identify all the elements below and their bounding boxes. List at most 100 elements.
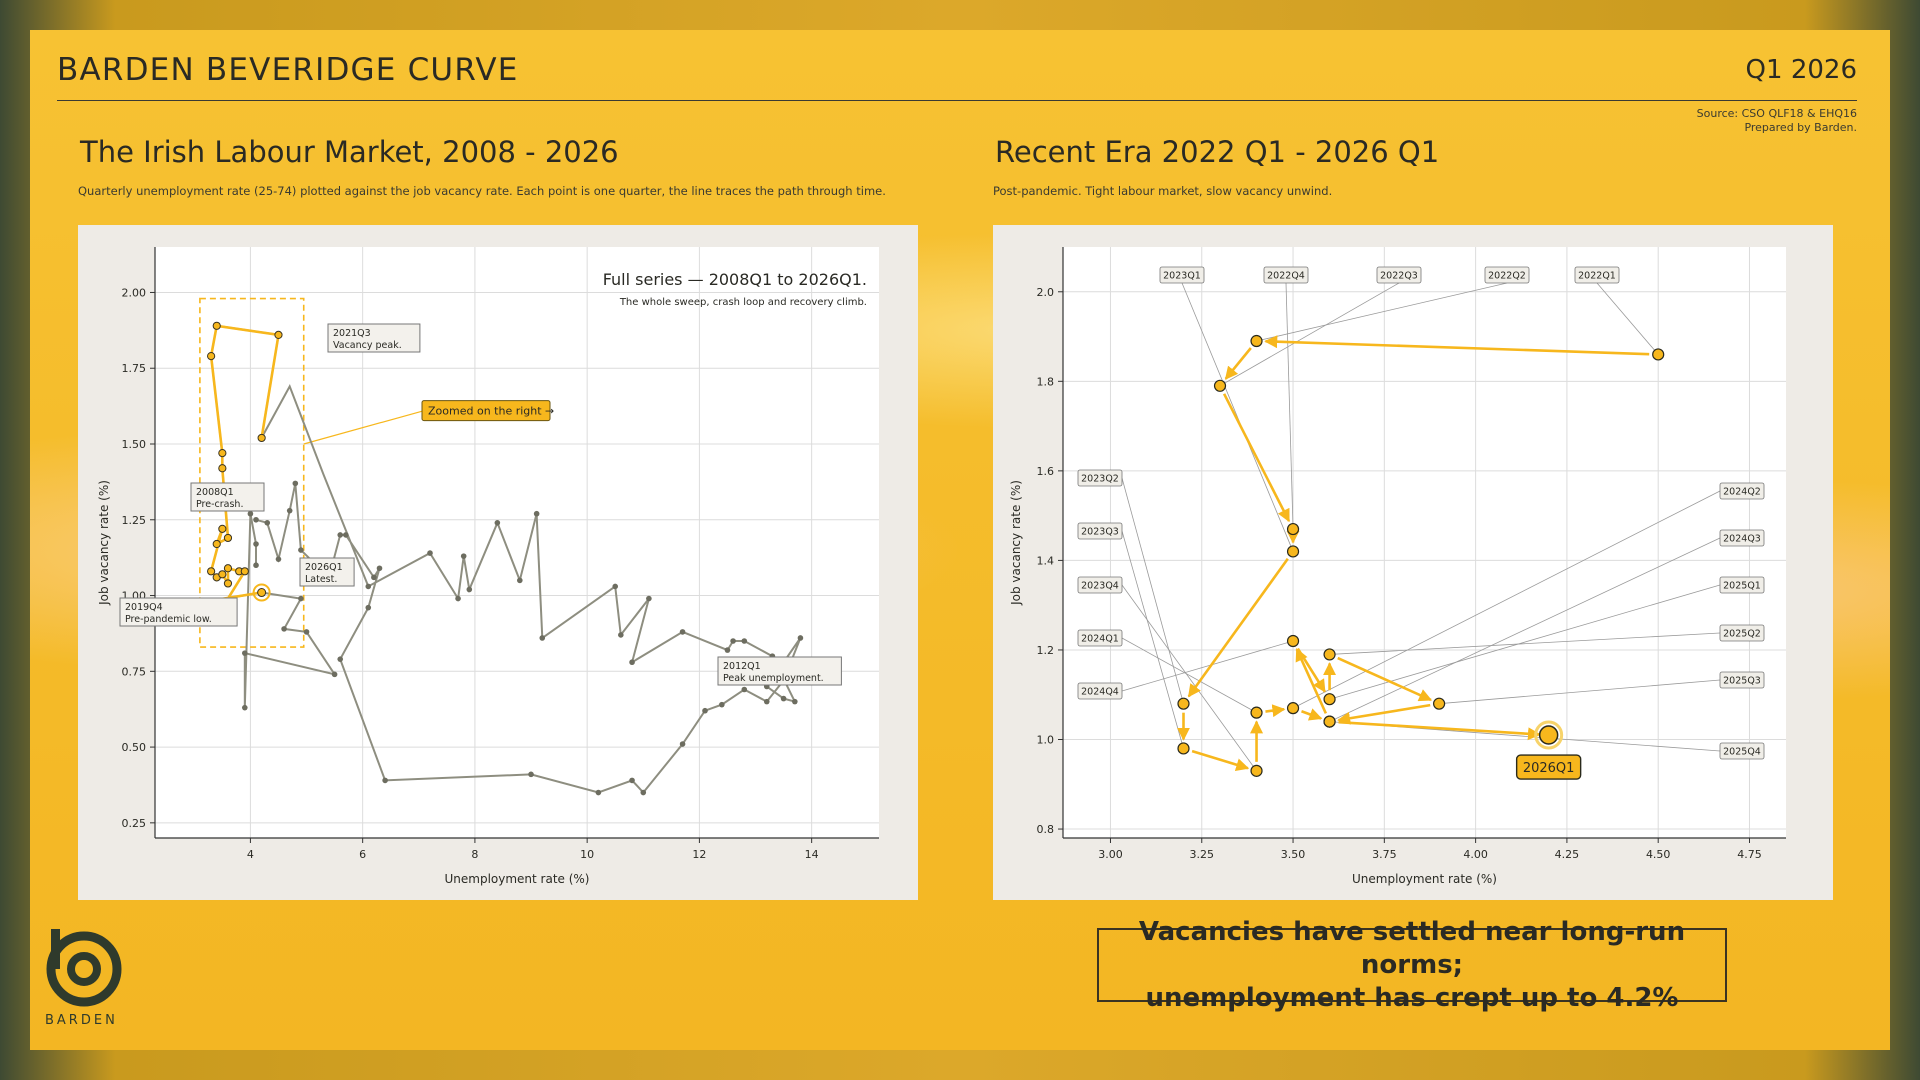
recent-data-point (207, 567, 216, 576)
quarter-label-box (1719, 742, 1765, 760)
x-tick-label: 4.50 (1646, 848, 1671, 861)
leader-line (1329, 584, 1721, 700)
quarter-label-text: 2025Q3 (1723, 676, 1761, 687)
leader-line (1121, 584, 1257, 772)
data-point (741, 686, 748, 693)
data-point (679, 741, 686, 747)
quarter-label: 2024Q4 (1077, 682, 1123, 700)
source-note: Source: CSO QLF18 & EHQ16 Prepared by Ba… (1697, 107, 1857, 135)
quarter-point (1652, 348, 1665, 361)
path-arrow (1338, 720, 1541, 741)
quarter-label-box (1263, 266, 1309, 284)
y-tick-label: 2.00 (122, 286, 147, 299)
annotation-box (299, 557, 355, 587)
data-point (337, 532, 344, 538)
zoom-region-box (199, 297, 305, 648)
quarter-label-box (1719, 529, 1765, 547)
recent-era-chart: 3.00 3.25 3.50 3.75 4.00 4.25 4.50 4.75 0.8 1.0 1.… (1009, 247, 1786, 886)
path-arrow (1264, 335, 1650, 356)
quarter-label-box (1719, 576, 1765, 594)
quarter-label-text: 2023Q2 (1081, 474, 1119, 485)
data-point (298, 595, 304, 602)
prepared-by-line: Prepared by Barden. (1744, 121, 1857, 134)
data-point (629, 659, 635, 666)
quarter-point (1286, 545, 1300, 558)
leader-line (1329, 537, 1721, 722)
data-point (331, 671, 338, 678)
path-arrow (1337, 703, 1431, 725)
data-point (460, 553, 467, 559)
data-point (702, 707, 708, 714)
path-arrow (1191, 749, 1250, 771)
data-point (612, 583, 619, 590)
data-point (253, 541, 259, 547)
x-axis-label: Unemployment rate (%) (1352, 872, 1497, 886)
latest-point (257, 588, 267, 598)
quarter-point (1250, 706, 1263, 719)
data-point (763, 698, 770, 705)
data-point (640, 789, 647, 796)
quarter-label-box (1719, 624, 1765, 642)
x-axis-label: Unemployment rate (%) (444, 872, 589, 886)
quarter-label-box (1376, 266, 1422, 284)
quarter-label-box (1077, 469, 1123, 487)
data-point (679, 629, 686, 635)
latest-halo (1534, 720, 1564, 750)
leader-line (1181, 282, 1294, 552)
quarter-label: 2025Q3 (1719, 671, 1765, 689)
quarter-label: 2022Q4 (1263, 266, 1309, 284)
data-point (517, 577, 523, 584)
leader-line (1121, 530, 1184, 749)
annotation-text: Pre-pandemic low. (125, 614, 212, 625)
annotation-text: 2026Q1 (305, 562, 343, 573)
quarter-point (1213, 379, 1227, 392)
quarter-label-box (1077, 522, 1123, 540)
data-point (376, 565, 383, 572)
quarter-label: 2025Q1 (1719, 576, 1765, 594)
x-tick-label: 6 (359, 848, 366, 861)
leader-line (1292, 490, 1721, 709)
data-point (275, 556, 282, 562)
data-point (797, 635, 804, 641)
quarter-point (1286, 702, 1300, 715)
quarter-point (1250, 764, 1263, 777)
recent-data-point (218, 524, 227, 533)
y-tick-label: 1.6 (1037, 465, 1055, 478)
path-arrow (1265, 704, 1286, 718)
quarter-label-box (1077, 629, 1123, 647)
annotation-text: Latest. (305, 574, 337, 585)
x-tick-label: 3.75 (1372, 848, 1397, 861)
leader-line (1596, 282, 1659, 355)
quarter-label-box (1719, 482, 1765, 500)
annotation-box (327, 323, 421, 353)
x-tick-label: 4.25 (1555, 848, 1580, 861)
annotation-text: Peak unemployment. (723, 673, 824, 684)
source-line: Source: CSO QLF18 & EHQ16 (1696, 107, 1857, 120)
data-point (264, 520, 271, 526)
data-point (247, 510, 254, 517)
quarter-label-text: 2022Q2 (1488, 271, 1526, 282)
latest-label: 2026Q1 (1515, 754, 1582, 780)
quarter-label-box (1719, 671, 1765, 689)
recent-data-point (223, 533, 233, 543)
recent-data-point (218, 448, 227, 458)
data-point (539, 635, 546, 641)
recent-data-point (223, 564, 233, 573)
data-point (780, 695, 787, 702)
data-point (292, 480, 299, 487)
leader-line (1121, 637, 1257, 713)
leader-line (1219, 282, 1400, 387)
data-point (629, 777, 635, 784)
header-divider (57, 100, 1857, 101)
quarter-point (1177, 742, 1190, 755)
quarter-point (1323, 648, 1336, 661)
quarter-label-text: 2022Q3 (1380, 271, 1418, 282)
recent-data-point (223, 579, 233, 588)
leader-line (1329, 632, 1721, 655)
data-point (253, 562, 259, 569)
y-tick-label: 1.50 (122, 438, 147, 451)
leader-line (1285, 282, 1294, 530)
quarter-label: 2022Q1 (1574, 266, 1620, 284)
